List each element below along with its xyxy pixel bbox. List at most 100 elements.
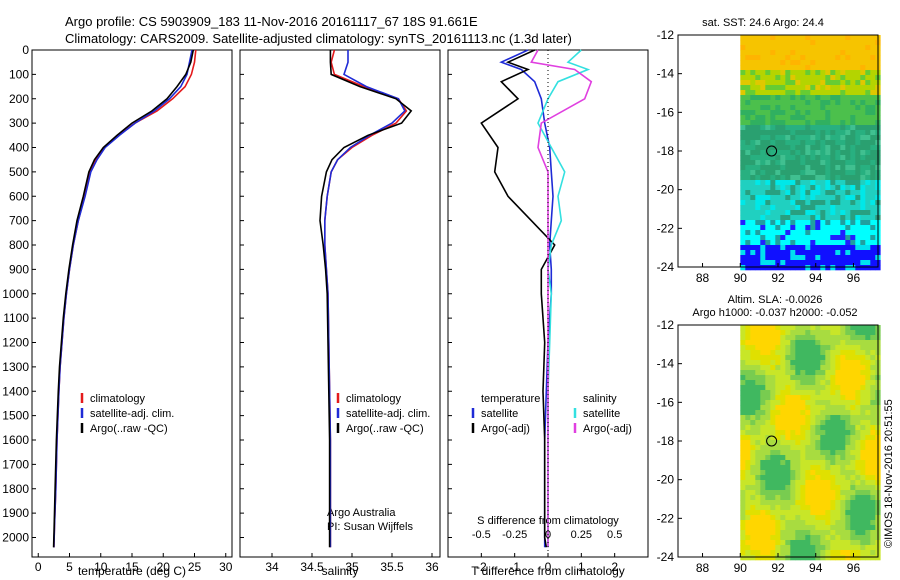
heat-cell	[815, 235, 821, 241]
heat-cell	[770, 540, 776, 546]
heat-cell	[855, 165, 861, 171]
heat-cell	[795, 245, 801, 251]
heat-cell	[755, 335, 761, 341]
heat-cell	[865, 40, 871, 46]
heat-cell	[775, 360, 781, 366]
heat-cell	[750, 145, 756, 151]
heat-cell	[795, 150, 801, 156]
heat-cell	[780, 265, 786, 271]
heat-cell	[815, 365, 821, 371]
heat-cell	[825, 140, 831, 146]
heat-cell	[865, 110, 871, 116]
heat-cell	[775, 520, 781, 526]
heat-cell	[870, 160, 876, 166]
heat-cell	[870, 55, 876, 61]
heat-cell	[830, 65, 836, 71]
heat-cell	[815, 190, 821, 196]
heat-cell	[740, 230, 746, 236]
heat-cell	[850, 100, 856, 106]
heat-cell	[770, 480, 776, 486]
difference-panel: T difference from climatology S differen…	[447, 49, 649, 578]
heat-cell	[795, 450, 801, 456]
heat-cell	[825, 460, 831, 466]
heat-cell	[780, 420, 786, 426]
heat-cell	[835, 520, 841, 526]
heat-cell	[765, 465, 771, 471]
heat-cell	[790, 130, 796, 136]
heat-cell	[780, 240, 786, 246]
heat-cell	[830, 505, 836, 511]
heat-cell	[815, 410, 821, 416]
heat-cell	[820, 190, 826, 196]
heat-cell	[820, 325, 826, 331]
heat-cell	[865, 105, 871, 111]
heat-cell	[810, 390, 816, 396]
heat-cell	[850, 450, 856, 456]
heat-cell	[745, 410, 751, 416]
heat-cell	[770, 85, 776, 91]
heat-cell	[790, 425, 796, 431]
heat-cell	[820, 50, 826, 56]
heat-cell	[800, 445, 806, 451]
heat-cell	[820, 235, 826, 241]
heat-cell	[760, 325, 766, 331]
heat-cell	[765, 205, 771, 211]
heat-cell	[835, 200, 841, 206]
heat-cell	[740, 530, 746, 536]
heat-cell	[850, 400, 856, 406]
heat-cell	[785, 205, 791, 211]
heat-cell	[790, 415, 796, 421]
heat-cell	[870, 420, 876, 426]
heat-cell	[815, 175, 821, 181]
heat-cell	[860, 530, 866, 536]
heat-cell	[870, 140, 876, 146]
heat-cell	[855, 350, 861, 356]
legend-title-temperature: temperature	[481, 393, 540, 405]
heat-cell	[855, 495, 861, 501]
heat-cell	[800, 115, 806, 121]
heat-cell	[845, 130, 851, 136]
heat-cell	[785, 425, 791, 431]
heat-cell	[855, 55, 861, 61]
heat-cell	[850, 540, 856, 546]
heat-cell	[775, 390, 781, 396]
heat-cell	[750, 440, 756, 446]
heat-cell	[805, 425, 811, 431]
heat-cell	[760, 340, 766, 346]
heat-cell	[815, 335, 821, 341]
heat-cell	[790, 365, 796, 371]
heat-cell	[855, 100, 861, 106]
heat-cell	[870, 110, 876, 116]
heat-cell	[800, 530, 806, 536]
heat-cell	[850, 430, 856, 436]
heat-cell	[860, 360, 866, 366]
heat-cell	[865, 520, 871, 526]
heat-cell	[760, 355, 766, 361]
heat-cell	[780, 370, 786, 376]
heat-cell	[865, 255, 871, 261]
heat-cell	[805, 335, 811, 341]
heat-cell	[840, 195, 846, 201]
heat-cell	[745, 240, 751, 246]
heat-cell	[760, 250, 766, 256]
heat-cell	[745, 390, 751, 396]
sst-map-title: sat. SST: 24.6 Argo: 24.4	[702, 17, 824, 29]
heat-cell	[750, 170, 756, 176]
heat-cell	[855, 195, 861, 201]
heat-cell	[795, 75, 801, 81]
heat-cell	[865, 60, 871, 66]
heat-cell	[865, 35, 871, 41]
heat-cell	[750, 390, 756, 396]
heat-cell	[845, 160, 851, 166]
heat-cell	[870, 165, 876, 171]
heat-cell	[850, 445, 856, 451]
heat-cell	[795, 255, 801, 261]
heat-cell	[795, 190, 801, 196]
heat-cell	[755, 120, 761, 126]
heat-cell	[830, 445, 836, 451]
heat-cell	[775, 530, 781, 536]
heat-cell	[785, 465, 791, 471]
heat-cell	[810, 115, 816, 121]
heat-cell	[810, 345, 816, 351]
heat-cell	[860, 80, 866, 86]
